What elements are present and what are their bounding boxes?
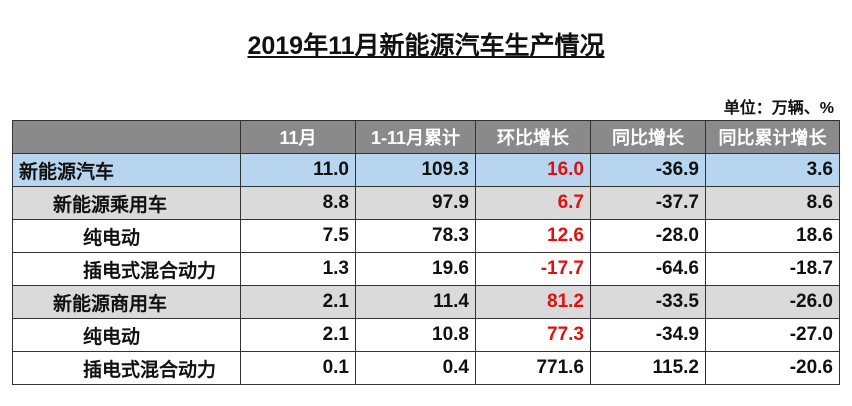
table-cell: -34.9 xyxy=(590,318,706,352)
table-cell: -64.6 xyxy=(590,252,706,286)
row-label: 新能源乘用车 xyxy=(12,186,241,220)
table-row: 新能源乘用车 8.8 97.9 6.7 -37.7 8.6 xyxy=(12,186,840,220)
table-cell: -26.0 xyxy=(705,285,840,319)
table-cell: -36.9 xyxy=(590,153,706,187)
table-cell: 2.1 xyxy=(240,318,356,352)
column-header: 同比增长 xyxy=(590,120,706,154)
column-header: 同比累计增长 xyxy=(705,120,840,154)
table-row: 新能源商用车 2.1 11.4 81.2 -33.5 -26.0 xyxy=(12,285,840,319)
table-cell: 16.0 xyxy=(475,153,591,187)
table-cell: 771.6 xyxy=(475,351,591,385)
table-cell: -37.7 xyxy=(590,186,706,220)
table-cell: -18.7 xyxy=(705,252,840,286)
table-cell: 12.6 xyxy=(475,219,591,253)
row-label: 纯电动 xyxy=(12,318,241,352)
row-label: 纯电动 xyxy=(12,219,241,253)
unit-label: 单位：万辆、% xyxy=(723,100,834,117)
table-cell: -28.0 xyxy=(590,219,706,253)
table-cell: 6.7 xyxy=(475,186,591,220)
column-header: 1-11月累计 xyxy=(355,120,476,154)
table-cell: 3.6 xyxy=(705,153,840,187)
table-row: 纯电动 2.1 10.8 77.3 -34.9 -27.0 xyxy=(12,318,840,352)
table-row: 纯电动 7.5 78.3 12.6 -28.0 18.6 xyxy=(12,219,840,253)
column-header: 11月 xyxy=(240,120,356,154)
row-label: 新能源商用车 xyxy=(12,285,241,319)
table-cell: 97.9 xyxy=(355,186,476,220)
table-cell: 77.3 xyxy=(475,318,591,352)
table-row: 新能源汽车 11.0 109.3 16.0 -36.9 3.6 xyxy=(12,153,840,187)
table-cell: 18.6 xyxy=(705,219,840,253)
table-row: 插电式混合动力 0.1 0.4 771.6 115.2 -20.6 xyxy=(12,351,840,385)
header-row: 11月 1-11月累计 环比增长 同比增长 同比累计增长 xyxy=(12,120,840,154)
table-cell: 1.3 xyxy=(240,252,356,286)
table-cell: 11.4 xyxy=(355,285,476,319)
table-cell: 109.3 xyxy=(355,153,476,187)
row-label: 插电式混合动力 xyxy=(12,351,241,385)
table-cell: 8.6 xyxy=(705,186,840,220)
table-cell: 8.8 xyxy=(240,186,356,220)
column-header: 环比增长 xyxy=(475,120,591,154)
column-header xyxy=(12,120,241,154)
table-cell: 0.1 xyxy=(240,351,356,385)
table-cell: 0.4 xyxy=(355,351,476,385)
row-label: 插电式混合动力 xyxy=(12,252,241,286)
row-label: 新能源汽车 xyxy=(12,153,241,187)
table-cell: 11.0 xyxy=(240,153,356,187)
table-cell: 7.5 xyxy=(240,219,356,253)
title: 2019年11月新能源汽车生产情况 xyxy=(247,32,605,60)
table-row: 插电式混合动力 1.3 19.6 -17.7 -64.6 -18.7 xyxy=(12,252,840,286)
table-cell: -17.7 xyxy=(475,252,591,286)
table-cell: -27.0 xyxy=(705,318,840,352)
table-cell: 115.2 xyxy=(590,351,706,385)
table: 11月 1-11月累计 环比增长 同比增长 同比累计增长 新能源汽车 11.0 109.3 1… xyxy=(12,120,840,385)
table-cell: 10.8 xyxy=(355,318,476,352)
table-cell: -33.5 xyxy=(590,285,706,319)
table-cell: 78.3 xyxy=(355,219,476,253)
table-cell: -20.6 xyxy=(705,351,840,385)
table-cell: 81.2 xyxy=(475,285,591,319)
table-cell: 2.1 xyxy=(240,285,356,319)
table-cell: 19.6 xyxy=(355,252,476,286)
